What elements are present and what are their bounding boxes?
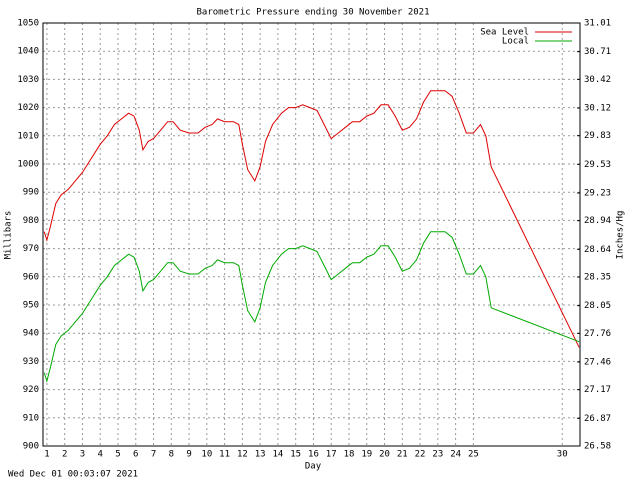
x-tick-label: 10 xyxy=(201,450,212,460)
x-tick-label: 21 xyxy=(397,450,408,460)
y2-tick-label: 27.46 xyxy=(584,357,611,367)
x-tick-label: 17 xyxy=(326,450,337,460)
y-tick-label: 1020 xyxy=(17,103,39,113)
x-tick-label: 23 xyxy=(432,450,443,460)
legend-label: Local xyxy=(502,37,529,47)
x-tick-label: 25 xyxy=(468,450,479,460)
y2-tick-label: 28.35 xyxy=(584,272,611,282)
x-tick-label: 4 xyxy=(98,450,103,460)
y2-axis-label: Inches/Hg xyxy=(616,211,626,260)
y2-tick-label: 31.01 xyxy=(584,19,611,29)
series-line xyxy=(43,231,580,383)
x-tick-label: 24 xyxy=(450,450,461,460)
y-tick-label: 900 xyxy=(23,442,39,452)
y-axis-label: Millibars xyxy=(4,211,14,260)
y-tick-label: 950 xyxy=(23,301,39,311)
y-tick-label: 940 xyxy=(23,329,39,339)
y2-tick-label: 28.94 xyxy=(584,216,611,226)
y-tick-label: 910 xyxy=(23,413,39,423)
footer: Wed Dec 01 00:03:07 2021 xyxy=(8,470,138,480)
x-tick-label: 22 xyxy=(415,450,426,460)
y-tick-label: 1050 xyxy=(17,19,39,29)
x-tick-label: 12 xyxy=(237,450,248,460)
y2-tick-label: 28.64 xyxy=(584,245,611,255)
y2-tick-label: 30.42 xyxy=(584,75,611,85)
x-tick-label: 14 xyxy=(272,450,283,460)
x-tick-label: 13 xyxy=(255,450,266,460)
y2-tick-label: 30.71 xyxy=(584,47,611,57)
x-tick-label: 18 xyxy=(344,450,355,460)
x-tick-label: 9 xyxy=(186,450,191,460)
y2-tick-label: 29.83 xyxy=(584,131,611,141)
x-tick-label: 15 xyxy=(290,450,301,460)
legend-label: Sea Level xyxy=(480,28,529,38)
y2-tick-label: 28.05 xyxy=(584,301,611,311)
x-tick-label: 2 xyxy=(62,450,67,460)
y-tick-label: 1040 xyxy=(17,47,39,57)
y2-tick-label: 30.12 xyxy=(584,103,611,113)
x-tick-label: 1 xyxy=(44,450,49,460)
x-tick-label: 5 xyxy=(115,450,120,460)
x-tick-label: 8 xyxy=(169,450,174,460)
y2-tick-label: 26.87 xyxy=(584,414,611,424)
x-tick-label: 20 xyxy=(379,450,390,460)
plot-frame xyxy=(42,22,581,447)
x-tick-label: 7 xyxy=(151,450,156,460)
chart-title: Barometric Pressure ending 30 November 2… xyxy=(197,8,430,18)
x-tick-label: 11 xyxy=(219,450,230,460)
y2-tick-label: 27.17 xyxy=(584,385,611,395)
y-tick-label: 920 xyxy=(23,385,39,395)
x-tick-label: 19 xyxy=(361,450,372,460)
y-tick-label: 960 xyxy=(23,272,39,282)
x-tick-label: 6 xyxy=(133,450,138,460)
y-tick-label: 980 xyxy=(23,216,39,226)
y2-tick-label: 27.76 xyxy=(584,329,611,339)
y2-tick-label: 29.53 xyxy=(584,160,611,170)
y2-tick-label: 26.58 xyxy=(584,442,611,452)
series-line xyxy=(43,90,580,348)
y-tick-label: 990 xyxy=(23,188,39,198)
x-tick-label: 3 xyxy=(80,450,85,460)
y-tick-label: 1000 xyxy=(17,160,39,170)
y-tick-label: 1010 xyxy=(17,131,39,141)
x-tick-label: 16 xyxy=(308,450,319,460)
y-tick-label: 930 xyxy=(23,357,39,367)
x-axis-label: Day xyxy=(305,462,322,472)
y2-tick-label: 29.23 xyxy=(584,188,611,198)
x-tick-label: 30 xyxy=(557,450,568,460)
y-tick-label: 1030 xyxy=(17,75,39,85)
y-tick-label: 970 xyxy=(23,244,39,254)
